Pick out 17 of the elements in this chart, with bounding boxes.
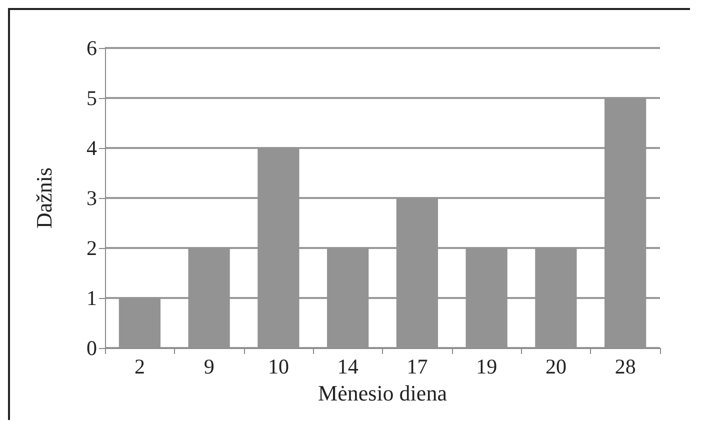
x-tick-label: 2 <box>134 354 145 378</box>
y-tick-label: 0 <box>86 336 97 360</box>
y-tick-label: 6 <box>86 36 97 60</box>
x-tick-label: 20 <box>545 354 566 378</box>
x-tick-label: 9 <box>204 354 214 378</box>
y-axis-title: Dažnis <box>32 167 56 229</box>
y-tick-label: 3 <box>86 186 97 210</box>
x-tick-label: 14 <box>337 354 359 378</box>
y-tick-label: 4 <box>86 136 98 160</box>
x-tick-label: 19 <box>476 354 498 378</box>
x-tick-label: 17 <box>406 354 428 378</box>
x-tick-label: 28 <box>614 354 636 378</box>
x-tick-label: 10 <box>268 354 289 378</box>
y-tick-label: 2 <box>86 236 97 260</box>
x-axis-title: Mėnesio diena <box>318 380 448 406</box>
y-tick-label: 5 <box>86 86 97 110</box>
y-tick-label: 1 <box>86 286 97 310</box>
